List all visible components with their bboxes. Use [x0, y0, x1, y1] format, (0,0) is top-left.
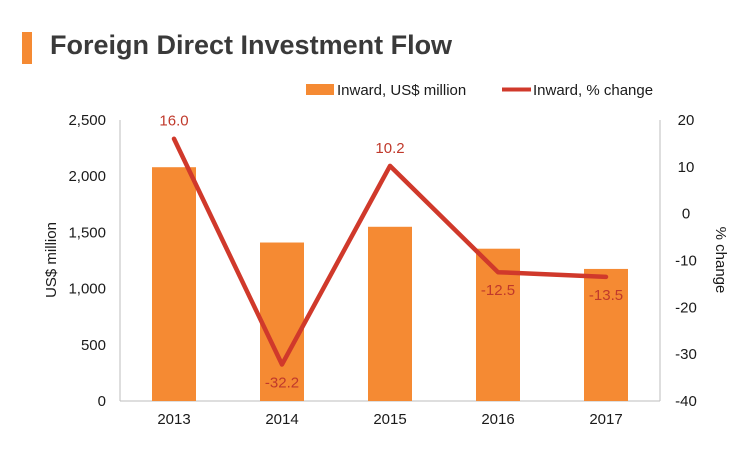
data-label-2013: 16.0	[159, 113, 188, 130]
title-accent-bar	[22, 32, 32, 64]
y-ticks: 0 500 1,000 1,500 2,000 2,500	[68, 112, 106, 410]
bar-2014	[260, 242, 304, 401]
y2-tick-label: 10	[678, 159, 695, 176]
legend-bar-label: Inward, US$ million	[337, 82, 466, 99]
x-tick-label: 2016	[481, 411, 514, 428]
y2-tick-label: 20	[678, 112, 695, 129]
legend: Inward, US$ million Inward, % change	[306, 82, 653, 99]
y-axis-label: US$ million	[43, 222, 60, 298]
y2-axis-label: % change	[712, 227, 729, 294]
y-tick-label: 2,500	[68, 112, 106, 129]
data-labels: 16.0 -32.2 10.2 -12.5 -13.5	[159, 113, 623, 392]
y2-tick-label: -20	[675, 299, 697, 316]
y2-ticks: -40 -30 -20 -10 0 10 20	[675, 112, 697, 410]
legend-bar-swatch	[306, 84, 334, 95]
y-tick-label: 2,000	[68, 168, 106, 185]
data-label-2014: -32.2	[265, 374, 299, 391]
x-ticks: 2013 2014 2015 2016 2017	[157, 411, 622, 428]
x-tick-label: 2017	[589, 411, 622, 428]
y2-tick-label: 0	[682, 206, 690, 223]
x-tick-label: 2015	[373, 411, 406, 428]
y2-tick-label: -30	[675, 346, 697, 363]
legend-line-label: Inward, % change	[533, 82, 653, 99]
y-tick-label: 1,500	[68, 224, 106, 241]
bar-2015	[368, 226, 412, 401]
bar-2013	[152, 167, 196, 401]
line-series	[171, 136, 609, 367]
y-tick-label: 0	[98, 393, 106, 410]
line-series-path	[171, 136, 609, 367]
y2-tick-label: -10	[675, 253, 697, 270]
data-label-2015: 10.2	[375, 140, 404, 157]
y2-tick-label: -40	[675, 393, 697, 410]
y-tick-label: 1,000	[68, 281, 106, 298]
bar-2017	[584, 268, 628, 401]
chart-title: Foreign Direct Investment Flow	[50, 30, 453, 60]
x-tick-label: 2013	[157, 411, 190, 428]
y-tick-label: 500	[81, 337, 106, 354]
bars	[152, 167, 628, 401]
data-label-2016: -12.5	[481, 282, 515, 299]
x-tick-label: 2014	[265, 411, 298, 428]
data-label-2017: -13.5	[589, 287, 623, 304]
